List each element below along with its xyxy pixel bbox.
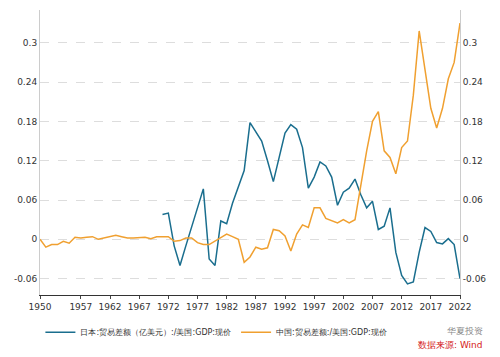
svg-text:1987: 1987	[244, 302, 267, 312]
svg-text:1982: 1982	[215, 302, 238, 312]
svg-text:数据来源: Wind: 数据来源: Wind	[418, 340, 483, 350]
svg-text:2022: 2022	[449, 302, 472, 312]
svg-text:0.24: 0.24	[17, 77, 37, 87]
svg-text:1972: 1972	[157, 302, 180, 312]
svg-text:0: 0	[31, 234, 37, 244]
svg-text:2017: 2017	[419, 302, 442, 312]
svg-text:0: 0	[463, 234, 469, 244]
svg-text:0.18: 0.18	[463, 117, 483, 127]
svg-text:0.12: 0.12	[463, 156, 483, 166]
svg-text:0.18: 0.18	[17, 117, 37, 127]
svg-text:1950: 1950	[29, 302, 52, 312]
svg-text:0.24: 0.24	[463, 77, 483, 87]
svg-text:1962: 1962	[99, 302, 122, 312]
svg-text:1997: 1997	[303, 302, 326, 312]
svg-text:华夏投资: 华夏投资	[447, 326, 483, 336]
svg-text:2012: 2012	[390, 302, 413, 312]
svg-text:0.06: 0.06	[17, 195, 37, 205]
svg-text:0.3: 0.3	[463, 38, 477, 48]
svg-text:-0.06: -0.06	[463, 274, 487, 284]
svg-text:0.3: 0.3	[23, 38, 37, 48]
svg-text:-0.06: -0.06	[14, 274, 38, 284]
svg-text:1957: 1957	[69, 302, 92, 312]
svg-text:1967: 1967	[128, 302, 151, 312]
svg-text:0.12: 0.12	[17, 156, 37, 166]
svg-text:1977: 1977	[186, 302, 209, 312]
svg-text:0.06: 0.06	[463, 195, 483, 205]
svg-text:中国:贸易差额:/美国:GDP:现价: 中国:贸易差额:/美国:GDP:现价	[276, 328, 387, 337]
svg-text:2002: 2002	[332, 302, 355, 312]
svg-text:1992: 1992	[274, 302, 297, 312]
svg-text:日本:贸易差额（亿美元）:/美国:GDP:现价: 日本:贸易差额（亿美元）:/美国:GDP:现价	[80, 328, 231, 337]
svg-text:2007: 2007	[361, 302, 384, 312]
